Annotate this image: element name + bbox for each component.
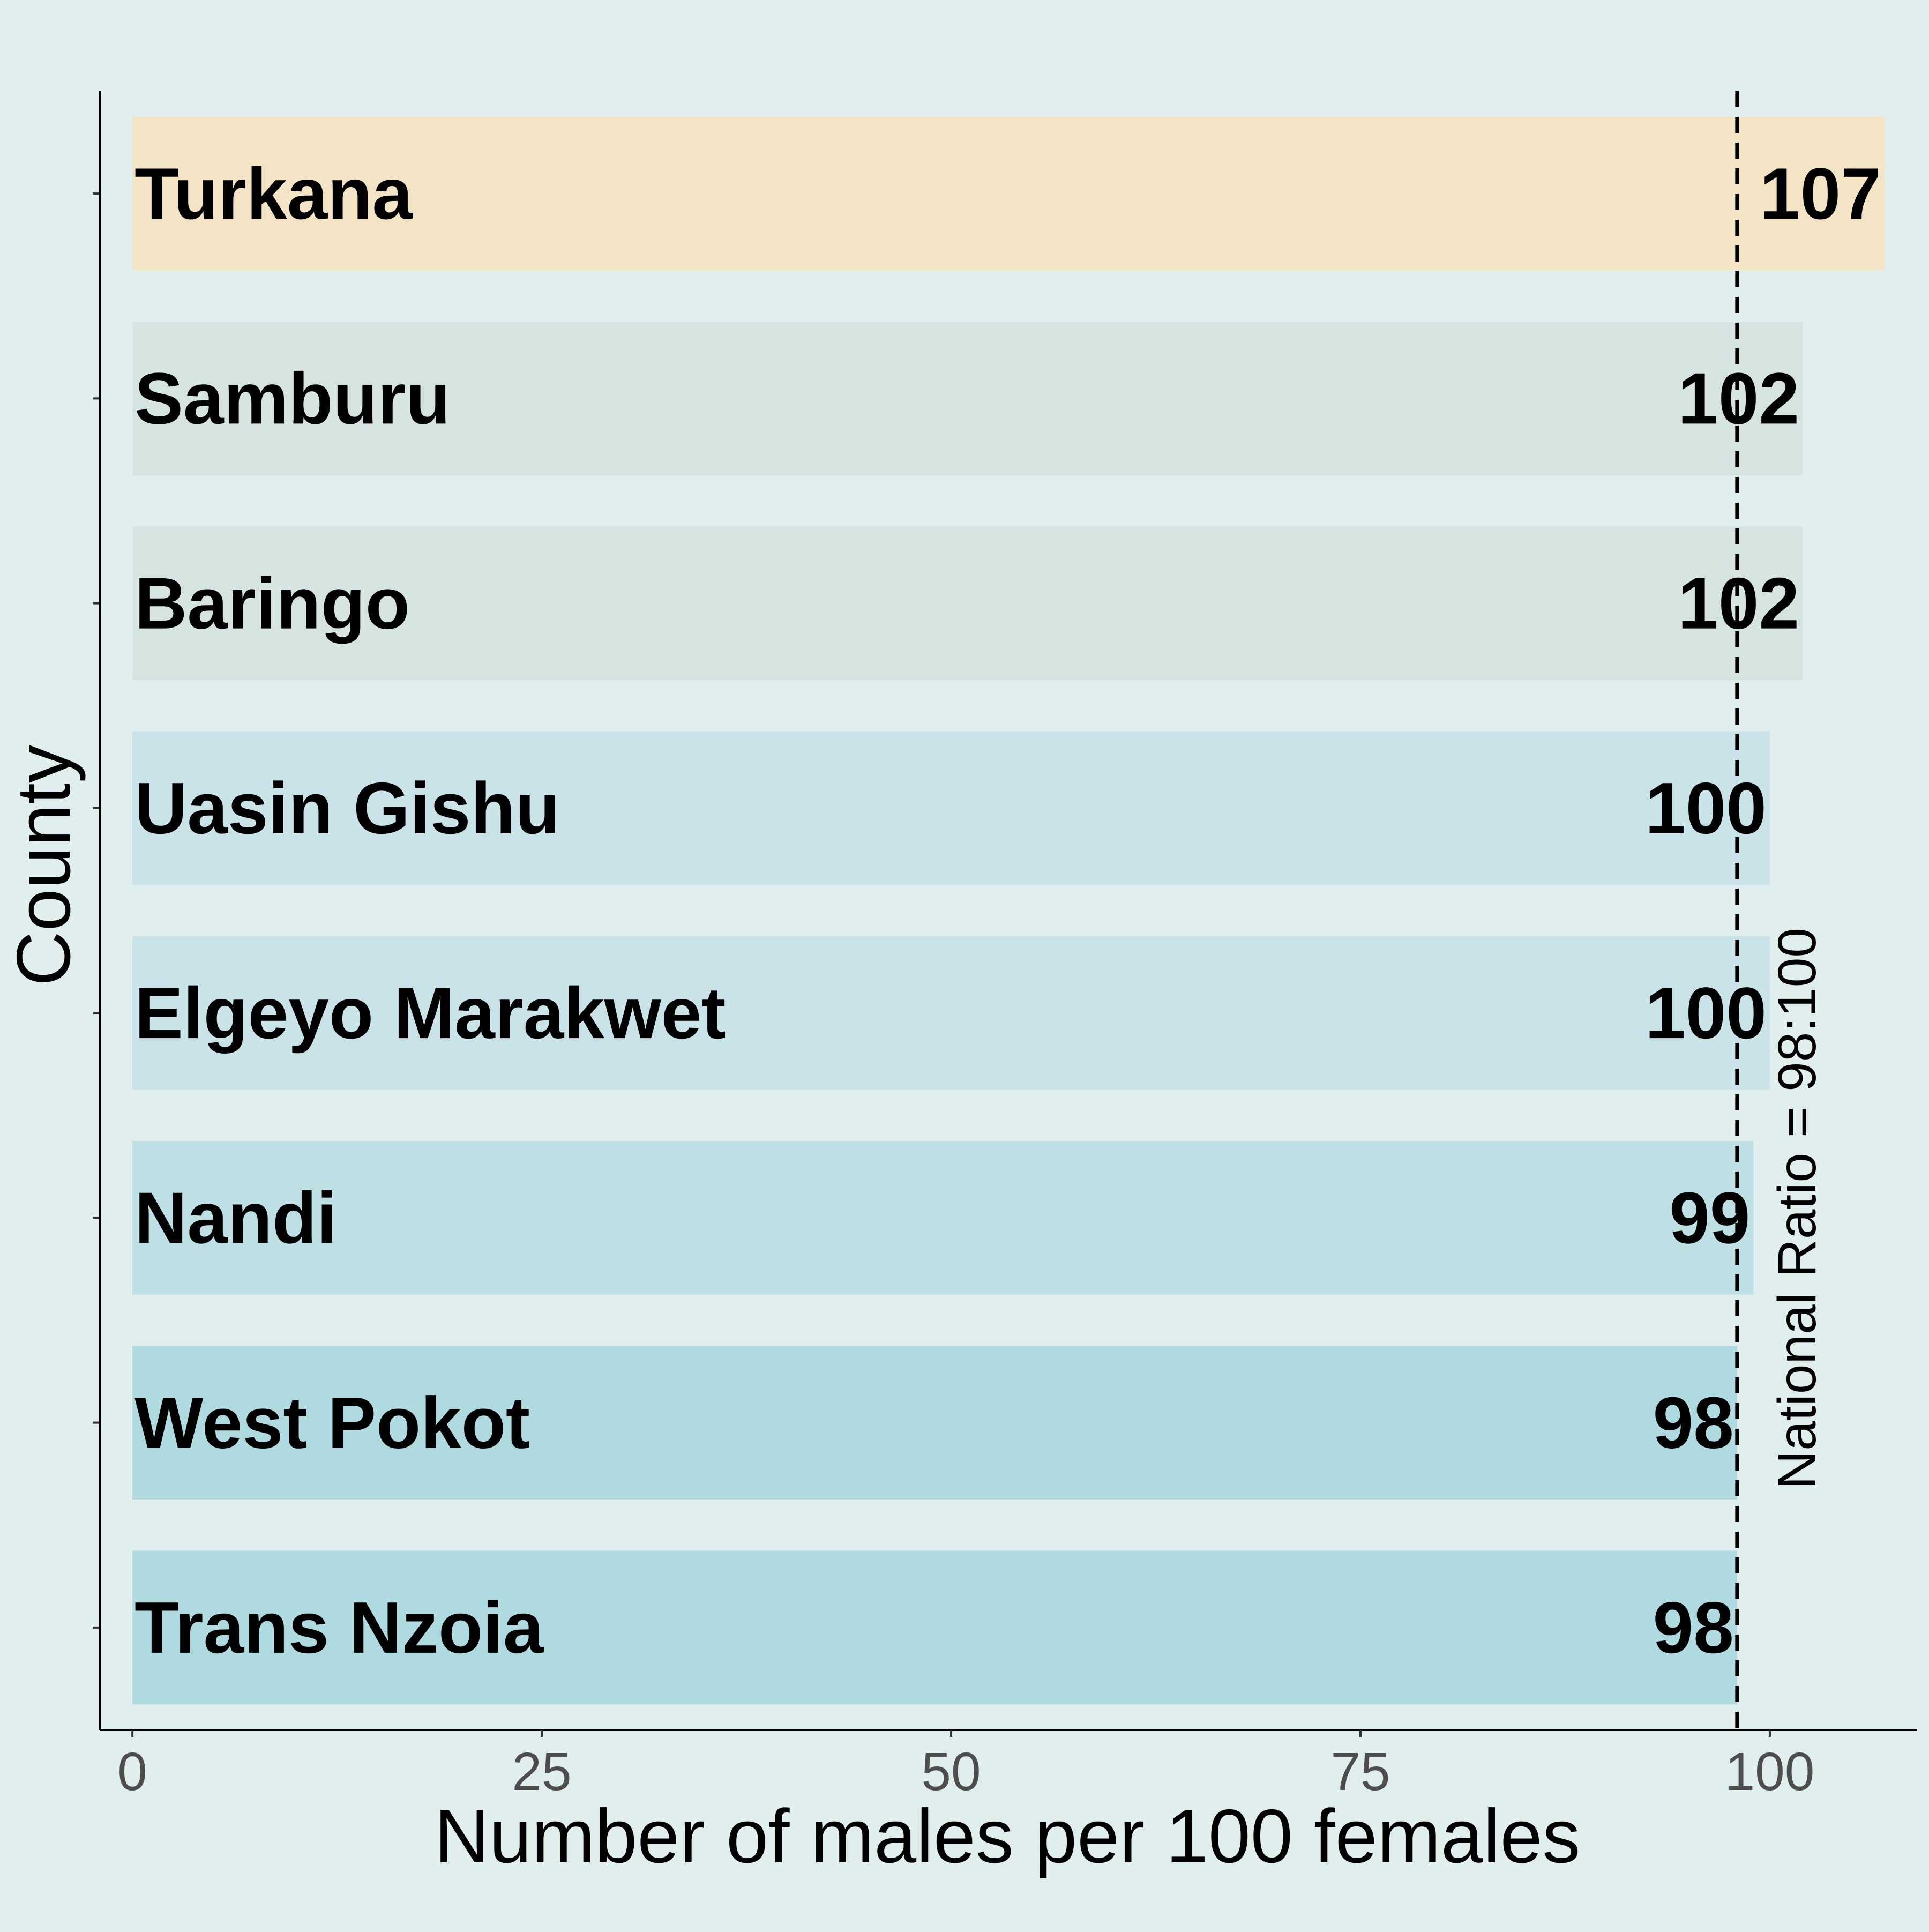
bar-value-label: 102 bbox=[1678, 563, 1799, 644]
x-tick-label: 25 bbox=[512, 1742, 571, 1802]
bar-value-label: 99 bbox=[1669, 1177, 1750, 1258]
bar-value-label: 98 bbox=[1653, 1587, 1734, 1668]
bar-category-label: Turkana bbox=[134, 153, 413, 234]
bar-value-label: 102 bbox=[1678, 357, 1799, 439]
bar bbox=[132, 1550, 1737, 1705]
y-axis-title: County bbox=[1, 745, 86, 986]
bar bbox=[132, 1141, 1754, 1295]
bar-category-label: Nandi bbox=[134, 1177, 337, 1258]
reference-line-label: National Ratio = 98:100 bbox=[1767, 928, 1827, 1489]
bar bbox=[132, 1346, 1737, 1500]
bar-category-label: Samburu bbox=[134, 357, 450, 439]
bar bbox=[132, 936, 1770, 1090]
bar bbox=[132, 116, 1885, 271]
bar-value-label: 98 bbox=[1653, 1382, 1734, 1464]
bar-category-label: Trans Nzoia bbox=[134, 1587, 544, 1668]
bar-category-label: West Pokot bbox=[134, 1382, 530, 1464]
bar-category-label: Uasin Gishu bbox=[134, 767, 559, 849]
bar-category-label: Elgeyo Marakwet bbox=[134, 972, 726, 1054]
bar bbox=[132, 731, 1770, 885]
bar bbox=[132, 322, 1803, 475]
x-tick-label: 0 bbox=[117, 1742, 147, 1802]
bars-layer bbox=[132, 116, 1885, 1705]
bar-category-label: Baringo bbox=[134, 563, 410, 644]
bar-value-label: 107 bbox=[1760, 153, 1881, 234]
bar bbox=[132, 526, 1803, 680]
x-tick-label: 100 bbox=[1725, 1742, 1815, 1802]
x-tick-label: 50 bbox=[921, 1742, 981, 1802]
axes-layer: 0 25 50 75 100 bbox=[93, 91, 1917, 1802]
x-axis-title: Number of males per 100 females bbox=[435, 1794, 1581, 1879]
bar-value-label: 100 bbox=[1645, 767, 1767, 849]
x-tick-label: 75 bbox=[1330, 1742, 1390, 1802]
labels-layer: Turkana 107 Samburu 102 Baringo 102 Uasin Gish… bbox=[134, 153, 1881, 1668]
bar-value-label: 100 bbox=[1645, 972, 1767, 1054]
